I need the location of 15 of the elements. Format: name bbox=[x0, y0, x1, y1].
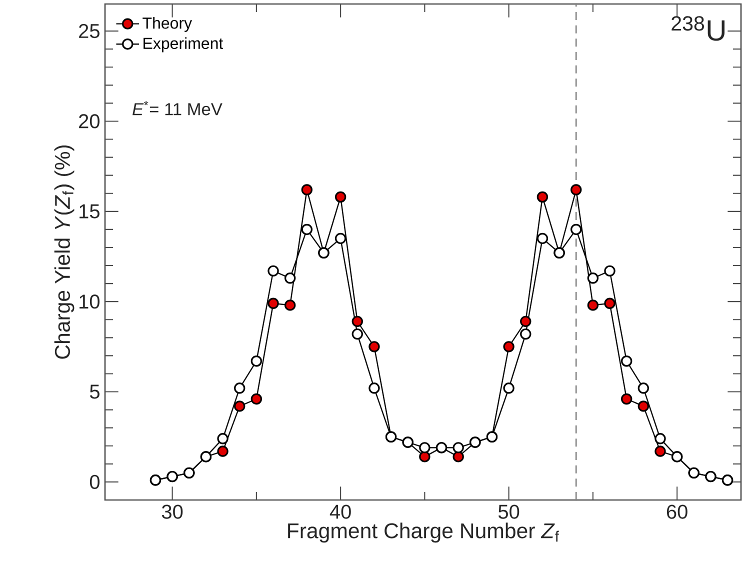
x-axis-title: Fragment Charge Number Z$_{f}$ bbox=[288, 522, 560, 543]
x-tick-label: 40 bbox=[330, 504, 351, 519]
x-tick-label: 60 bbox=[666, 504, 688, 519]
y-tick-label: 0 bbox=[90, 474, 100, 490]
x-tick-label: 50 bbox=[498, 504, 520, 519]
y-tick-label: 10 bbox=[80, 294, 100, 309]
x-tick-label: 30 bbox=[162, 504, 183, 519]
annotation: $^{238}$U bbox=[672, 16, 724, 41]
legend-label: Experiment bbox=[144, 37, 224, 52]
y-tick-label: 20 bbox=[79, 114, 100, 128]
y-tick-label: 25 bbox=[79, 24, 100, 38]
legend-label: Theory bbox=[142, 17, 192, 32]
y-tick-label: 15 bbox=[80, 204, 100, 218]
y-tick-label: 5 bbox=[90, 384, 100, 399]
annotation: E$^{*}$= 11 MeV bbox=[132, 100, 222, 116]
